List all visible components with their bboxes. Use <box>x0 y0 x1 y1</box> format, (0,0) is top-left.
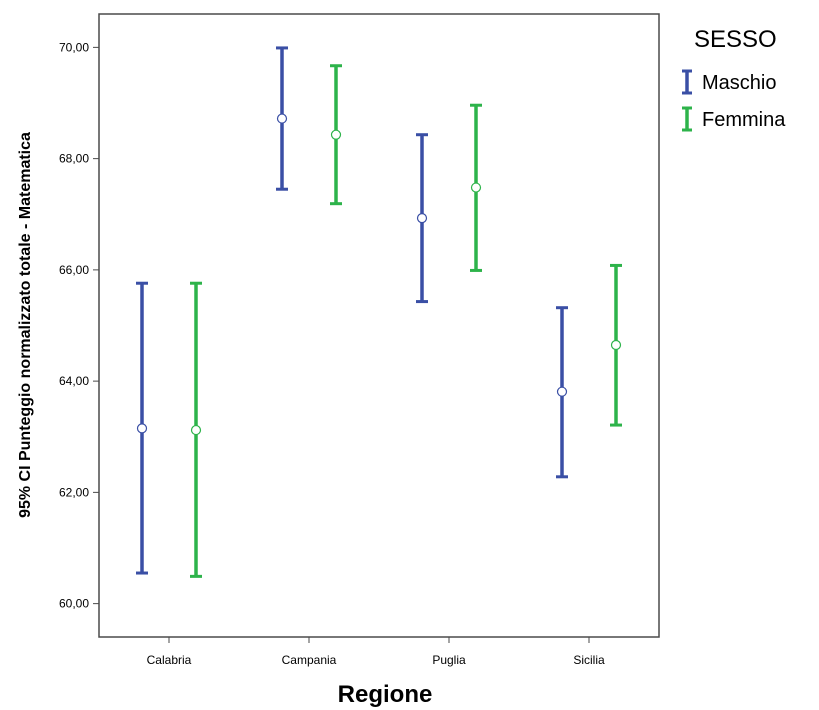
mean-marker <box>276 113 288 124</box>
mean-marker <box>330 129 342 140</box>
x-tick-label: Sicilia <box>573 653 605 667</box>
y-axis-title: 95% CI Punteggio normalizzato totale - M… <box>17 132 34 518</box>
mean-marker <box>136 423 148 434</box>
x-axis-title: Regione <box>338 681 433 708</box>
y-tick-label: 60,00 <box>59 597 89 611</box>
x-tick-label: Campania <box>282 653 337 667</box>
y-tick-label: 62,00 <box>59 485 89 499</box>
y-tick-label: 70,00 <box>59 40 89 54</box>
mean-marker <box>190 424 202 436</box>
error-bar-maschio-campania <box>276 46 288 191</box>
error-bar-maschio-sicilia <box>556 306 568 479</box>
legend: SESSO Maschio Femmina <box>682 26 786 132</box>
mean-marker <box>416 213 428 224</box>
plot-frame <box>98 13 660 638</box>
legend-title: SESSO <box>694 26 777 53</box>
error-bar-femmina-puglia <box>470 103 482 272</box>
error-bar-femmina-campania <box>330 64 342 206</box>
mean-marker <box>470 182 482 193</box>
y-tick-label: 64,00 <box>59 374 89 388</box>
mean-marker <box>610 339 622 351</box>
legend-item-femmina: Femmina <box>682 106 786 132</box>
x-tick-label: Puglia <box>432 653 466 667</box>
legend-item-maschio: Maschio <box>682 69 776 95</box>
x-tick-label: Calabria <box>147 653 192 667</box>
error-bars <box>136 46 622 578</box>
error-bar-femmina-sicilia <box>610 263 622 427</box>
y-tick-label: 68,00 <box>59 152 89 166</box>
y-tick-label: 66,00 <box>59 263 89 277</box>
legend-label: Femmina <box>702 109 786 131</box>
x-axis: Calabria Campania Puglia Sicilia <box>147 637 605 667</box>
legend-label: Maschio <box>702 72 776 94</box>
error-bar-maschio-puglia <box>416 133 428 304</box>
error-bar-femmina-calabria <box>190 281 202 578</box>
mean-marker <box>556 386 568 397</box>
y-axis: 60,00 62,00 64,00 66,00 68,00 70,00 <box>59 40 99 611</box>
error-bar-maschio-calabria <box>136 281 148 575</box>
